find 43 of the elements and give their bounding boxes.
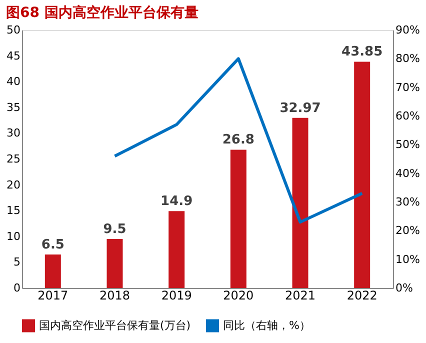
y2-tick-label: 20% — [396, 224, 420, 238]
chart-title: 图68 国内高空作业平台保有量 — [6, 4, 198, 21]
y-tick-label: 10 — [6, 230, 20, 243]
x-tick-label: 2019 — [161, 288, 192, 302]
y2-tick-label: 60% — [396, 110, 420, 122]
y-tick-label: 20 — [6, 178, 20, 192]
x-tick-label: 2018 — [99, 288, 130, 302]
y2-tick-label: 70% — [396, 80, 420, 94]
line-series — [113, 57, 364, 224]
bar — [44, 254, 61, 288]
y-tick-label: 30 — [6, 126, 20, 140]
y-tick-label: 50 — [6, 24, 20, 36]
legend-label: 国内高空作业平台保有量(万台) — [39, 318, 191, 332]
y-tick-label: 5 — [14, 256, 20, 269]
y-tick-label: 0 — [14, 282, 20, 294]
y2-tick-label: 80% — [396, 52, 420, 66]
y2-tick-label: 50% — [396, 138, 420, 152]
bar — [354, 62, 370, 288]
y2-tick-label: 40% — [396, 166, 420, 180]
y2-tick-label: 90% — [396, 24, 420, 36]
data-label: 6.5 — [41, 237, 64, 252]
data-label: 9.5 — [103, 222, 126, 237]
bar — [168, 211, 185, 288]
y2-tick-label: 30% — [396, 196, 420, 208]
data-label: 14.9 — [160, 194, 193, 210]
y-tick-label: 40 — [6, 75, 20, 88]
y-tick-label: 15 — [6, 204, 20, 218]
y2-tick-label: 10% — [396, 252, 420, 266]
x-tick-label: 2022 — [346, 288, 378, 302]
y-tick-label: 25 — [6, 152, 20, 166]
y-tick-label: 45 — [6, 49, 20, 62]
x-tick-label: 2021 — [284, 288, 316, 302]
x-tick-label: 2020 — [223, 288, 254, 302]
x-tick-label: 2017 — [38, 288, 68, 302]
data-label: 32.97 — [280, 100, 321, 116]
y2-tick-label: 0% — [396, 282, 413, 294]
legend-label: 同比（右轴，%） — [223, 318, 310, 332]
bar — [292, 118, 308, 288]
y-tick-label: 35 — [6, 100, 20, 114]
data-label: 26.8 — [222, 132, 254, 148]
bar — [106, 238, 123, 288]
bar — [230, 150, 246, 288]
data-label: 43.85 — [342, 44, 383, 60]
